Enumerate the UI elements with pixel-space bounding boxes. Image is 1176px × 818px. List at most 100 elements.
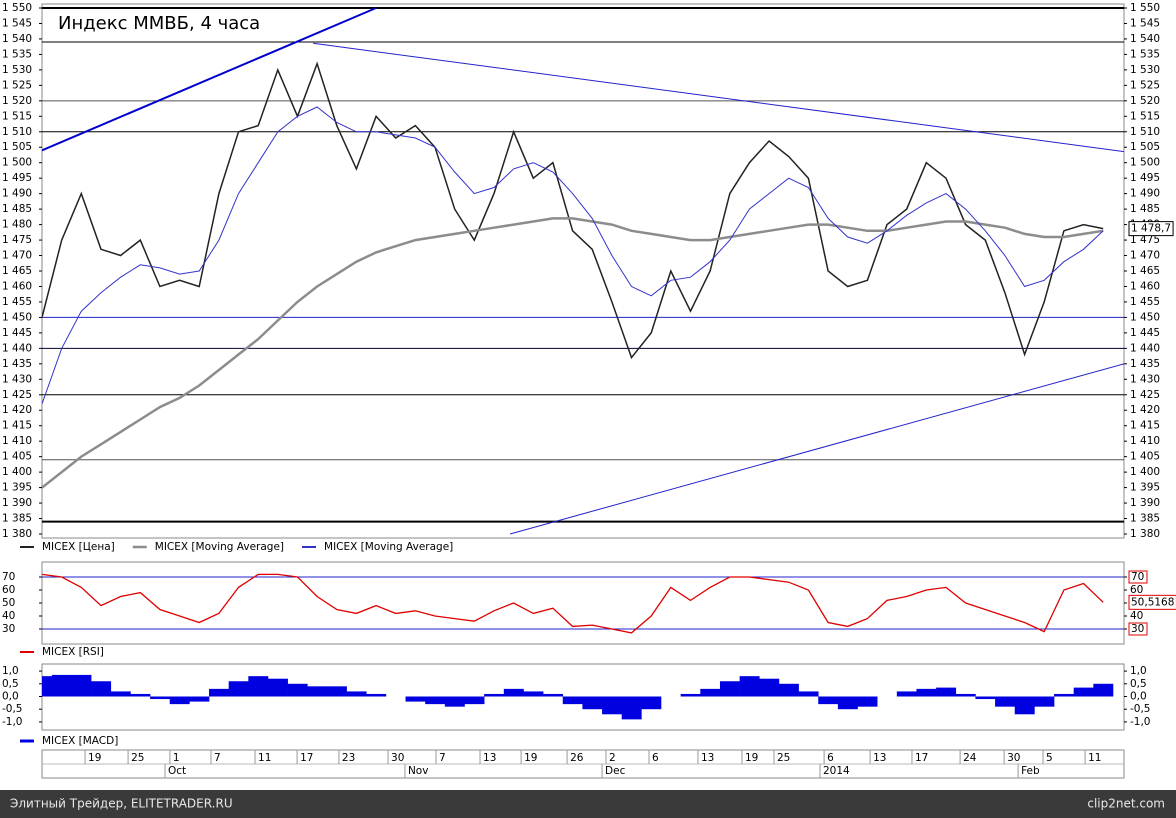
bar — [287, 683, 308, 697]
y-tick-label: 1 550 — [2, 2, 32, 14]
y-tick-label-right: 1 425 — [1130, 389, 1160, 401]
price-panel — [41, 3, 1125, 539]
bar — [621, 696, 642, 720]
y-tick-label-right: 1 490 — [1130, 188, 1160, 200]
bar — [209, 688, 229, 697]
y-tick-label-right: 1 430 — [1130, 373, 1160, 385]
y-tick-label-right: 1 495 — [1130, 172, 1160, 184]
y-tick-label-right: 1 520 — [1130, 95, 1160, 107]
series-line — [42, 217, 1104, 489]
x-tick-label: 2 — [609, 752, 616, 764]
y-tick-label-right: 1 530 — [1130, 64, 1160, 76]
y-tick-label: 1 500 — [2, 157, 32, 169]
bar — [484, 693, 505, 697]
last-value-box — [1128, 221, 1174, 237]
y-tick-label-right: -0,5 — [1130, 703, 1151, 715]
rsi-panel — [41, 561, 1125, 645]
y-tick-label: 1 425 — [2, 389, 32, 401]
bar — [818, 696, 839, 705]
x-tick-label: 26 — [570, 752, 584, 764]
trend-line — [313, 42, 1124, 153]
y-tick-label-right: 1 445 — [1130, 327, 1160, 339]
last-value-label: 50,5168 — [1131, 596, 1174, 608]
x-tick-label: 25 — [131, 752, 144, 764]
bar — [91, 681, 112, 697]
y-tick-label-right: 0,5 — [1130, 678, 1147, 690]
y-tick-label: 1 400 — [2, 466, 32, 478]
x-tick-label: 7 — [439, 752, 446, 764]
footer-source: Элитный Трейдер, ELITETRADER.RU — [10, 797, 233, 811]
y-tick-label: 0,0 — [2, 691, 19, 703]
bar — [955, 693, 976, 697]
y-tick-label: 1 430 — [2, 373, 32, 385]
bar — [759, 678, 780, 697]
bar — [739, 676, 760, 697]
y-tick-label: 1 455 — [2, 296, 32, 308]
bar — [837, 696, 858, 710]
y-tick-label-right: 1 415 — [1130, 420, 1160, 432]
y-tick-label: 1 495 — [2, 172, 32, 184]
y-tick-label: 1 395 — [2, 482, 32, 494]
y-tick-label-right: 1 535 — [1130, 48, 1160, 60]
bar — [405, 696, 426, 702]
bar — [562, 696, 583, 705]
y-tick-label-right: 1 435 — [1130, 358, 1160, 370]
y-tick-label: 1 545 — [2, 17, 32, 29]
y-tick-label: 1 445 — [2, 327, 32, 339]
x-tick-label: 17 — [300, 752, 313, 764]
y-tick-label-right: 40 — [1130, 610, 1143, 622]
y-tick-label-right: 1 505 — [1130, 141, 1160, 153]
bar — [916, 688, 937, 697]
legend-label: MICEX [RSI] — [42, 646, 104, 658]
y-tick-label: -1,0 — [2, 716, 23, 728]
y-tick-label-right: 1 455 — [1130, 296, 1160, 308]
y-tick-label-right: 1 525 — [1130, 79, 1160, 91]
footer-watermark: clip2net.com — [1087, 797, 1165, 811]
y-tick-label-right: 1 540 — [1130, 33, 1160, 45]
y-tick-label-right: 1 460 — [1130, 280, 1160, 292]
bar — [444, 696, 465, 707]
y-tick-label-right: 1 475 — [1130, 234, 1160, 246]
bar — [1034, 696, 1055, 707]
bar — [602, 696, 623, 715]
series-line — [42, 573, 1104, 634]
bar — [326, 686, 347, 697]
y-tick-label: 1 390 — [2, 497, 32, 509]
y-tick-label: -0,5 — [2, 703, 23, 715]
last-value-label: 1 478,7 — [1131, 223, 1171, 235]
y-tick-label: 1 440 — [2, 342, 32, 354]
x-tick-label: 19 — [88, 752, 101, 764]
bar — [995, 696, 1016, 707]
y-tick-label: 1 415 — [2, 420, 32, 432]
bar — [169, 696, 190, 705]
bar — [189, 696, 210, 702]
y-tick-label: 1 480 — [2, 219, 32, 231]
x-tick-label: 13 — [483, 752, 496, 764]
y-tick-label: 1 530 — [2, 64, 32, 76]
trend-line — [509, 363, 1124, 535]
y-tick-label: 1 380 — [2, 528, 32, 540]
y-tick-label-right: 1 405 — [1130, 451, 1160, 463]
y-tick-label: 1 465 — [2, 265, 32, 277]
x-tick-label: 17 — [915, 752, 928, 764]
plot-area — [42, 573, 1124, 634]
x-tick-label: 1 — [173, 752, 180, 764]
y-tick-label-right: 1 420 — [1130, 404, 1160, 416]
y-tick-label: 50 — [2, 597, 15, 609]
bar — [1073, 687, 1094, 697]
bar — [71, 674, 92, 697]
y-tick-label: 1 460 — [2, 280, 32, 292]
x-tick-label: 30 — [1007, 752, 1020, 764]
y-tick-label: 1 535 — [2, 48, 32, 60]
y-tick-label-right: 1 385 — [1130, 513, 1160, 525]
x-tick-label: 23 — [342, 752, 355, 764]
y-tick-label: 1 505 — [2, 141, 32, 153]
bar — [1093, 683, 1114, 697]
last-value-box — [1128, 594, 1176, 610]
y-tick-label-right: 1 465 — [1130, 265, 1160, 277]
bar — [523, 691, 544, 697]
x-tick-label: 19 — [524, 752, 537, 764]
x-tick-label: 19 — [745, 752, 758, 764]
legend-label: MICEX [MACD] — [42, 735, 118, 747]
y-tick-label: 30 — [2, 623, 15, 635]
